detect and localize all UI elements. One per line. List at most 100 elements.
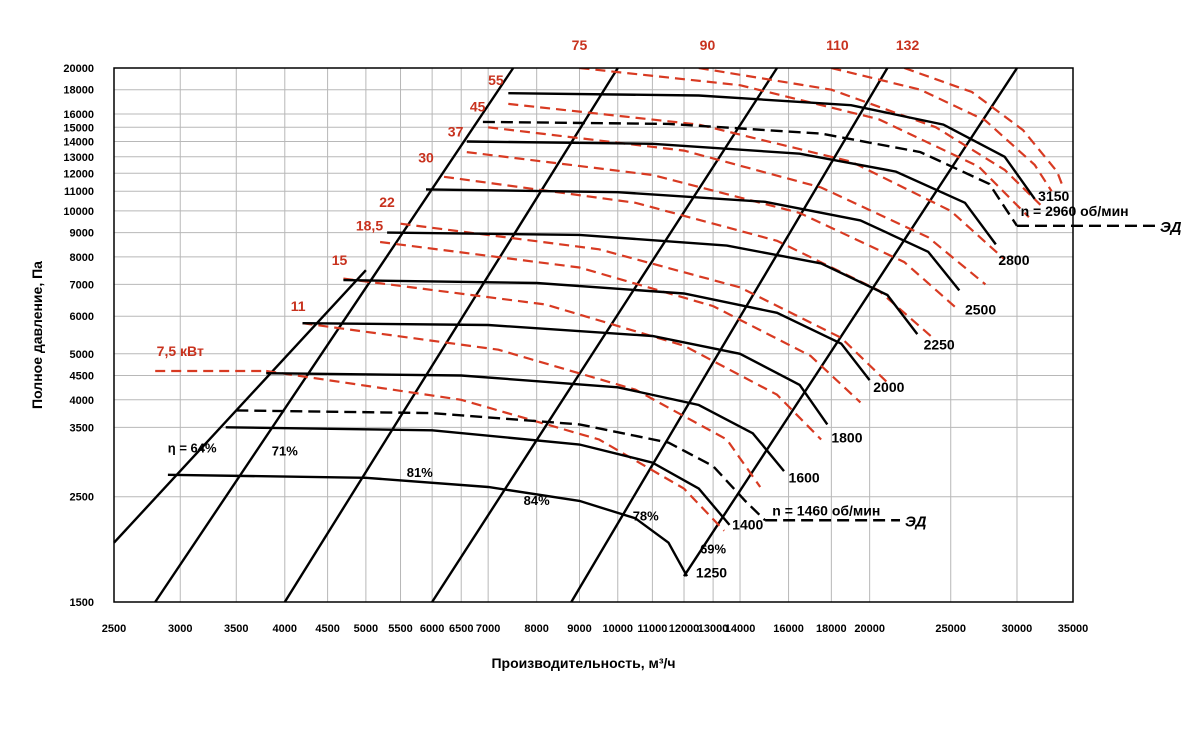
x-tick-label: 25000	[935, 623, 966, 635]
y-tick-label: 3500	[70, 422, 94, 434]
efficiency-label: 69%	[700, 541, 726, 556]
power-curve	[466, 151, 959, 311]
y-tick-label: 10000	[63, 206, 94, 218]
power-curve	[903, 68, 1064, 187]
tick-labels: 2500 3000 3500 4000 4500 5000 5500 6000 6500 7000…	[63, 63, 1088, 635]
power-curve	[266, 369, 725, 532]
rpm-label: n = 1460 об/мин	[772, 503, 880, 519]
y-tick-label: 9000	[70, 228, 94, 240]
power-label: 30	[418, 149, 434, 165]
efficiency-label: 84%	[524, 493, 550, 508]
power-curve	[443, 175, 934, 339]
rpm-label: n = 2960 об/мин	[1021, 203, 1129, 219]
power-label: 45	[470, 98, 486, 114]
x-tick-label: 18000	[816, 623, 847, 635]
x-tick-label: 5500	[388, 623, 412, 635]
power-curve	[831, 68, 1053, 192]
power-curve	[508, 102, 1006, 261]
power-label: 11	[291, 298, 306, 314]
efficiency-line	[283, 67, 619, 603]
speed-label: 2500	[965, 301, 996, 317]
x-axis-title: Производительность, м³/ч	[491, 655, 675, 671]
x-tick-label: 5000	[354, 623, 378, 635]
speed-curve	[482, 120, 1019, 227]
x-tick-label: 2500	[102, 623, 126, 635]
power-curve	[400, 222, 889, 384]
x-tick-label: 4500	[315, 623, 339, 635]
y-tick-label: 18000	[63, 85, 94, 97]
y-tick-label: 14000	[63, 137, 94, 149]
x-tick-label: 11000	[637, 623, 667, 635]
efficiency-lines	[113, 67, 1019, 603]
speed-label: 1400	[732, 517, 763, 533]
speed-label: 1250	[696, 564, 727, 580]
y-tick-label: 1500	[70, 597, 94, 609]
x-tick-label: 9000	[567, 623, 591, 635]
x-tick-label: 14000	[725, 623, 756, 635]
motor-label: ЭД	[1160, 219, 1182, 236]
curve-labels: η = 64% 71% 81% 84% 78% 69% 7,5 кВт 11 15 18,5 22 3…	[157, 37, 1182, 580]
y-axis-title: Полное давление, Па	[29, 261, 45, 409]
speed-label: 2000	[873, 379, 904, 395]
speed-curves	[167, 92, 1155, 577]
y-tick-label: 8000	[70, 252, 94, 264]
speed-label: 2250	[924, 337, 955, 353]
y-tick-label: 13000	[63, 152, 94, 164]
efficiency-line	[570, 67, 889, 603]
power-curve	[579, 68, 1030, 218]
y-tick-label: 4500	[70, 371, 94, 383]
x-tick-label: 16000	[773, 623, 804, 635]
power-label: 22	[379, 194, 395, 210]
efficiency-label: 71%	[272, 444, 298, 459]
power-label: 15	[332, 252, 348, 268]
speed-label: 3150	[1038, 188, 1069, 204]
speed-label: 1600	[789, 469, 820, 485]
power-curve	[379, 240, 862, 404]
motor-label: ЭД	[905, 513, 927, 530]
y-tick-label: 5000	[70, 349, 94, 361]
power-curve	[488, 126, 987, 286]
y-tick-label: 6000	[70, 311, 94, 323]
speed-label: 1800	[831, 430, 862, 446]
x-tick-label: 3000	[168, 623, 192, 635]
efficiency-line	[154, 67, 515, 603]
power-label: 18,5	[356, 217, 383, 233]
x-tick-label: 7000	[476, 623, 500, 635]
speed-curve	[236, 409, 766, 522]
x-tick-label: 4000	[273, 623, 297, 635]
efficiency-line	[113, 269, 367, 544]
x-tick-label: 10000	[602, 623, 633, 635]
speed-label: 2800	[998, 252, 1029, 268]
speed-curve	[508, 92, 1036, 200]
x-tick-label: 6000	[420, 623, 444, 635]
power-curve	[302, 322, 762, 488]
y-tick-label: 15000	[63, 122, 94, 134]
x-tick-label: 3500	[224, 623, 248, 635]
x-tick-label: 8000	[524, 623, 548, 635]
power-label: 75	[572, 37, 588, 53]
x-tick-label: 13000	[698, 623, 729, 635]
speed-curve	[466, 140, 997, 246]
speed-curve	[225, 426, 731, 526]
y-tick-label: 7000	[70, 279, 94, 291]
power-label: 55	[488, 72, 504, 88]
x-tick-label: 12000	[669, 623, 700, 635]
speed-curve	[266, 372, 785, 472]
x-tick-label: 6500	[449, 623, 473, 635]
y-tick-label: 2500	[70, 492, 94, 504]
efficiency-line	[431, 67, 779, 603]
x-tick-label: 35000	[1058, 623, 1089, 635]
power-label: 132	[896, 37, 920, 53]
speed-curve	[167, 473, 689, 577]
y-tick-label: 12000	[63, 168, 94, 180]
power-curves	[155, 68, 1064, 532]
speed-curve	[387, 231, 919, 335]
y-tick-label: 16000	[63, 109, 94, 121]
efficiency-label: η = 64%	[168, 440, 217, 455]
speed-curve	[425, 188, 961, 292]
power-label: 90	[700, 37, 716, 53]
y-tick-label: 4000	[70, 395, 94, 407]
power-label: 37	[448, 123, 464, 139]
power-curve	[343, 277, 822, 441]
